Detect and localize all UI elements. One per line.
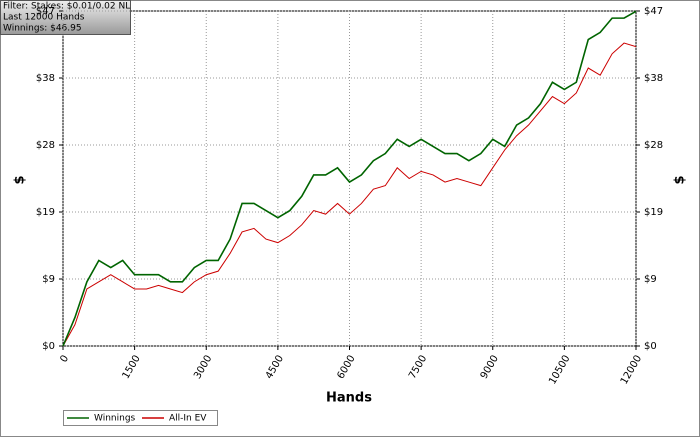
x-axis-label: Hands: [326, 391, 372, 406]
y-axis-label: $: [13, 175, 28, 184]
y2-tick-label: $28: [644, 140, 663, 151]
y-tick-label: $47: [36, 6, 55, 17]
y2-tick-label: $47: [644, 6, 663, 17]
legend-label: All-In EV: [169, 414, 207, 424]
info-text: Winnings: $46.95: [3, 24, 82, 34]
info-text: Filter: Stakes: $0.01/0.02 NL: [3, 2, 130, 12]
y2-axis-label: $: [673, 175, 688, 184]
plot-area: [62, 10, 637, 347]
y-tick-label: $0: [42, 341, 55, 352]
info-box: [0, 0, 131, 35]
y-tick-label: $19: [36, 207, 55, 218]
y2-tick-label: $0: [644, 341, 657, 352]
y-tick-label: $9: [42, 274, 55, 285]
legend: [63, 410, 218, 426]
y2-tick-label: $38: [644, 73, 663, 84]
y2-tick-label: $9: [644, 274, 657, 285]
legend-label: Winnings: [94, 414, 136, 424]
series-line: [62, 10, 637, 347]
info-text: Last 12000 Hands: [3, 13, 85, 23]
y-tick-label: $38: [36, 73, 55, 84]
y-tick-label: $28: [36, 140, 55, 151]
x-tick-label: 0: [58, 354, 71, 365]
series-line: [62, 42, 637, 347]
y2-tick-label: $19: [644, 207, 663, 218]
